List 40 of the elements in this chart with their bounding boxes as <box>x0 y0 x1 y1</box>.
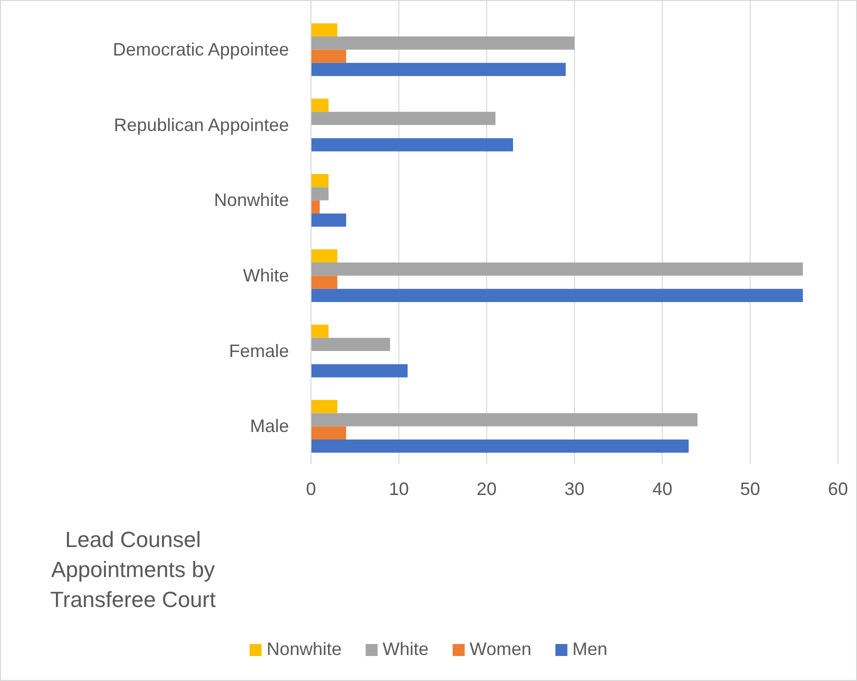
bar <box>311 249 338 262</box>
bar <box>311 426 346 440</box>
y-tick-label: Democratic Appointee <box>112 39 289 60</box>
y-tick-label: Male <box>250 416 289 436</box>
bar <box>311 23 338 36</box>
text: Lead Counsel Appointments by Transferee Court <box>50 527 216 612</box>
x-tick-label: 50 <box>740 478 760 499</box>
x-tick-label: 0 <box>306 478 316 499</box>
bar <box>311 62 566 76</box>
legend-label: Nonwhite <box>266 639 342 659</box>
bar <box>311 440 689 453</box>
bar <box>311 200 320 214</box>
bar <box>311 214 346 227</box>
x-tick-label: 40 <box>652 478 672 499</box>
y-tick-label: Nonwhite <box>214 190 289 210</box>
bar <box>311 364 408 378</box>
bar <box>311 98 329 112</box>
x-tick-label: 20 <box>476 478 497 499</box>
bar <box>311 338 390 351</box>
bar <box>311 413 698 426</box>
y-tick-label: White <box>242 265 289 286</box>
bar <box>311 112 496 125</box>
x-tick-label: 10 <box>388 478 409 499</box>
legend-label: Women <box>470 639 532 659</box>
bar <box>311 138 514 152</box>
bar <box>311 400 338 414</box>
bar <box>311 288 803 302</box>
bar <box>311 276 338 289</box>
x-tick-label: 30 <box>564 478 585 499</box>
legend-label: White <box>382 639 429 659</box>
legend-label: Men <box>572 639 608 659</box>
bar <box>311 36 574 50</box>
bar <box>311 187 329 200</box>
x-tick-label: 60 <box>828 478 848 499</box>
y-tick-label: Republican Appointee <box>114 114 289 135</box>
bar <box>311 324 329 338</box>
bar <box>311 262 803 276</box>
y-tick-label: Female <box>228 340 289 361</box>
bar <box>311 50 346 63</box>
bar <box>311 174 329 188</box>
